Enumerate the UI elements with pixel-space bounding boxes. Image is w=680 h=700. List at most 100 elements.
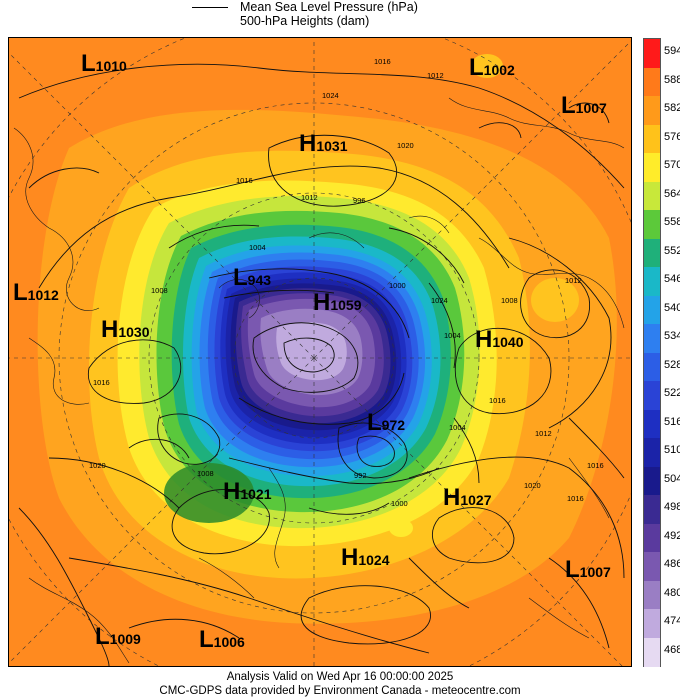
isobar-value-label: 1016: [489, 396, 506, 405]
colorbar-tick-label: 486: [664, 558, 680, 571]
colorbar-tick-label: 594: [664, 45, 680, 58]
colorbar-tick-label: 516: [664, 415, 680, 428]
colorbar-tick-label: 552: [664, 244, 680, 257]
colorbar-segment: [644, 637, 660, 667]
isobar-line-sample: [192, 7, 228, 8]
pressure-center-low: L1006: [199, 626, 245, 653]
colorbar-tick-label: 504: [664, 472, 680, 485]
isobar-value-label: 1016: [567, 494, 584, 503]
isobar-value-label: 1016: [374, 57, 391, 66]
map-canvas: 1016 1012 1024 1020 1016 1012 1008 1004 996 1000 1…: [9, 38, 631, 666]
isobar-value-label: 992: [354, 471, 367, 480]
pressure-center-high: H1030: [101, 316, 150, 343]
colorbar-tick-label: 498: [664, 501, 680, 514]
colorbar-tick-label: 570: [664, 159, 680, 172]
isobar-value-label: 1012: [535, 429, 552, 438]
pressure-center-high: H1027: [443, 484, 492, 511]
colorbar-tick-label: 588: [664, 73, 680, 86]
isobar-value-label: 1012: [565, 276, 582, 285]
colorbar-tick-label: 474: [664, 615, 680, 628]
isobar-value-label: 1012: [427, 71, 444, 80]
isobar-value-label: 1004: [249, 243, 266, 252]
isobar-value-label: 1004: [444, 331, 461, 340]
colorbar-segment: [644, 324, 660, 353]
height-blob-west: [164, 463, 254, 523]
colorbar-segment: [644, 523, 660, 553]
polar-stereographic-map: 1016 1012 1024 1020 1016 1012 1008 1004 996 1000 1…: [8, 37, 632, 667]
colorbar-tick-label: 522: [664, 387, 680, 400]
pressure-center-low: L1007: [565, 556, 611, 583]
pressure-center-high: H1059: [313, 289, 362, 316]
pressure-center-low: L1002: [469, 54, 515, 81]
colorbar-segment: [644, 352, 660, 382]
colorbar-tick-label: 510: [664, 444, 680, 457]
map-footer: Analysis Valid on Wed Apr 16 00:00:00 20…: [0, 670, 680, 698]
pressure-center-low: L1009: [95, 623, 141, 650]
height-blob-south: [389, 519, 413, 537]
isobar-value-label: 1008: [501, 296, 518, 305]
colorbar-tick-label: 576: [664, 130, 680, 143]
colorbar-segment: [644, 438, 660, 467]
pressure-center-low: L1007: [561, 92, 607, 119]
colorbar-tick-label: 528: [664, 358, 680, 371]
isobar-value-label: 1008: [151, 286, 168, 295]
colorbar-segment: [644, 552, 660, 581]
colorbar-segment: [644, 96, 660, 125]
isobar-value-label: 1020: [89, 461, 106, 470]
isobar-value-label: 1024: [322, 91, 339, 100]
isobar-value-label: 1020: [397, 141, 414, 150]
map-legend: Mean Sea Level Pressure (hPa) 500-hPa He…: [0, 0, 680, 36]
isobar-value-label: 1016: [93, 378, 110, 387]
colorbar-segment: [644, 153, 660, 182]
colorbar-segment: [644, 39, 660, 68]
isobar-value-label: 1024: [431, 296, 448, 305]
colorbar-segment: [644, 609, 660, 638]
colorbar-segment: [644, 267, 660, 296]
colorbar-tick-label: 534: [664, 330, 680, 343]
colorbar-tick-label: 558: [664, 216, 680, 229]
analysis-valid-time: Analysis Valid on Wed Apr 16 00:00:00 20…: [226, 671, 454, 683]
isobar-value-label: 1008: [197, 469, 214, 478]
colorbar-tick-label: 546: [664, 273, 680, 286]
colorbar-tick-label: 582: [664, 102, 680, 115]
colorbar-segment: [644, 181, 660, 211]
colorbar-segment: [644, 124, 660, 154]
colorbar-tick-label: 564: [664, 187, 680, 200]
heights-legend-label: 500-hPa Heights (dam): [240, 14, 370, 28]
colorbar-segment: [644, 295, 660, 325]
pressure-center-low: L972: [367, 409, 406, 436]
colorbar-tick-label: 492: [664, 529, 680, 542]
colorbar-segment: [644, 580, 660, 610]
isobar-value-label: 1020: [524, 481, 541, 490]
isobar-value-label: 1012: [301, 193, 318, 202]
isobar-value-label: 1004: [449, 423, 466, 432]
isobar-value-label: 996: [353, 196, 366, 205]
colorbar-segment: [644, 495, 660, 524]
isobar-labels: 1016 1012 1024 1020 1016 1012 1008 1004 996 1000 1…: [89, 57, 604, 508]
colorbar-segment: [644, 409, 660, 439]
mslp-legend-label: Mean Sea Level Pressure (hPa): [240, 0, 418, 14]
isobar-value-label: 1016: [236, 176, 253, 185]
height-blob-east: [531, 278, 579, 322]
isobar-value-label: 1000: [389, 281, 406, 290]
colorbar-tick-label: 468: [664, 643, 680, 656]
colorbar-segment: [644, 238, 660, 268]
colorbar-tick-label: 480: [664, 586, 680, 599]
pressure-center-low: L1010: [81, 50, 127, 77]
colorbar-segment: [644, 67, 660, 97]
height-colorbar: [643, 38, 661, 667]
data-credit: CMC-GDPS data provided by Environment Ca…: [159, 685, 521, 697]
colorbar-tick-label: 540: [664, 301, 680, 314]
isobars: [18, 63, 625, 666]
pressure-center-high: H1031: [299, 130, 348, 157]
colorbar-segment: [644, 210, 660, 239]
pressure-center-low: L1012: [13, 279, 59, 306]
isobar-value-label: 1016: [587, 461, 604, 470]
colorbar-segment: [644, 381, 660, 410]
pressure-center-high: H1021: [223, 478, 272, 505]
pressure-center-low: L943: [233, 264, 272, 291]
isobar-value-label: 1000: [391, 499, 408, 508]
colorbar-segment: [644, 466, 660, 496]
pressure-center-high: H1024: [341, 544, 390, 571]
coastlines: [13, 97, 625, 664]
